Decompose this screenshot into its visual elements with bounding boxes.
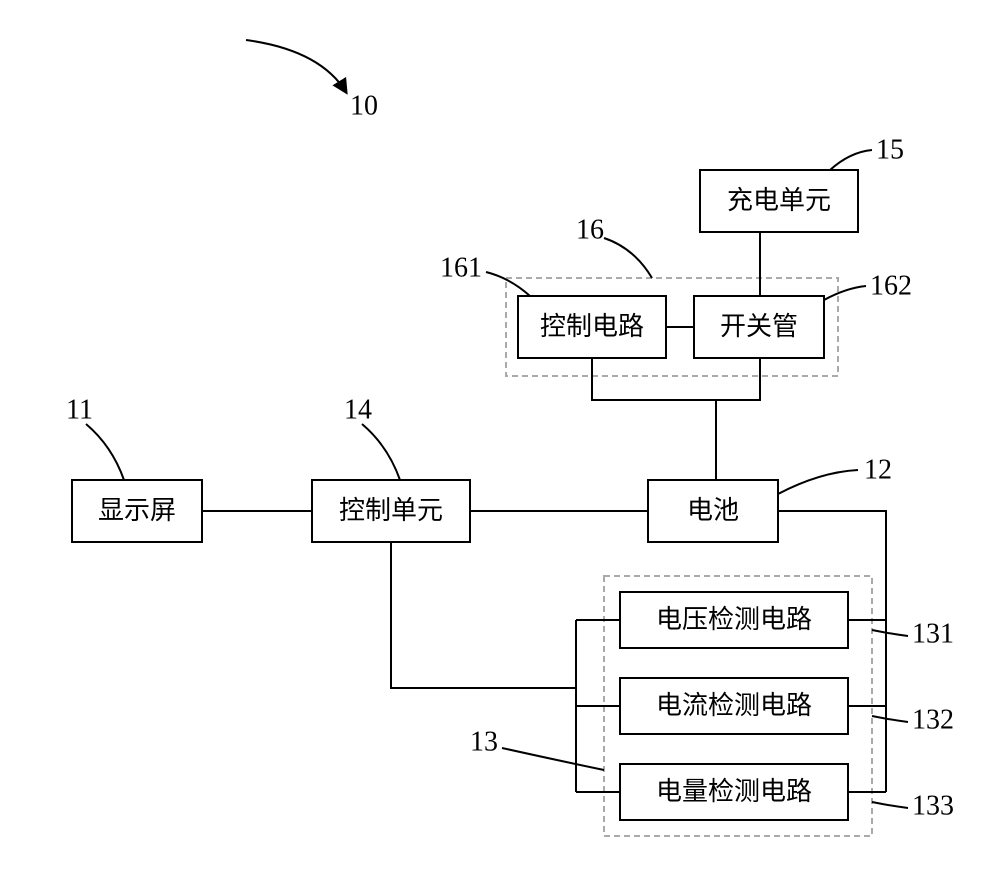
ref-number-13: 13 (470, 726, 498, 757)
conn-switch-down (716, 358, 760, 400)
ref-number-14: 14 (344, 394, 372, 425)
label-control-circuit: 控制电路 (540, 312, 644, 341)
callout-13 (502, 748, 604, 770)
conn-ctrlcircuit-down (592, 358, 716, 400)
label-battery: 电池 (687, 496, 739, 525)
callout-131 (872, 630, 908, 636)
callout-132 (872, 716, 908, 722)
ref-number-10: 10 (350, 90, 378, 121)
ref-number-11: 11 (66, 394, 93, 425)
conn-control-to-bus (391, 542, 576, 688)
ref-number-15: 15 (876, 134, 904, 165)
callout-162 (824, 286, 866, 300)
ref-number-133: 133 (912, 790, 954, 821)
callout-161 (486, 272, 530, 296)
ref-arrow-10 (246, 40, 346, 92)
ref-number-12: 12 (864, 454, 892, 485)
conn-battery-to-rightbus (778, 511, 886, 792)
label-voltage-det: 电压检测电路 (656, 605, 812, 634)
callout-133 (872, 802, 908, 808)
ref-number-162: 162 (870, 270, 912, 301)
label-charge-det: 电量检测电路 (656, 777, 812, 806)
callout-16 (604, 238, 652, 278)
label-charging-unit: 充电单元 (727, 186, 831, 215)
callout-15 (830, 150, 872, 170)
label-current-det: 电流检测电路 (656, 691, 812, 720)
ref-number-161: 161 (440, 252, 482, 283)
callout-14 (362, 424, 400, 480)
label-switch-tube: 开关管 (720, 312, 798, 341)
label-control-unit: 控制单元 (339, 496, 443, 525)
ref-number-131: 131 (912, 618, 954, 649)
ref-number-132: 132 (912, 704, 954, 735)
callout-12 (778, 470, 858, 494)
callout-11 (86, 424, 124, 480)
ref-number-16: 16 (576, 214, 604, 245)
block-diagram: 10 充电单元 控制电路 开关管 显示屏 控制单元 电池 (0, 0, 1000, 896)
label-display: 显示屏 (98, 496, 176, 525)
